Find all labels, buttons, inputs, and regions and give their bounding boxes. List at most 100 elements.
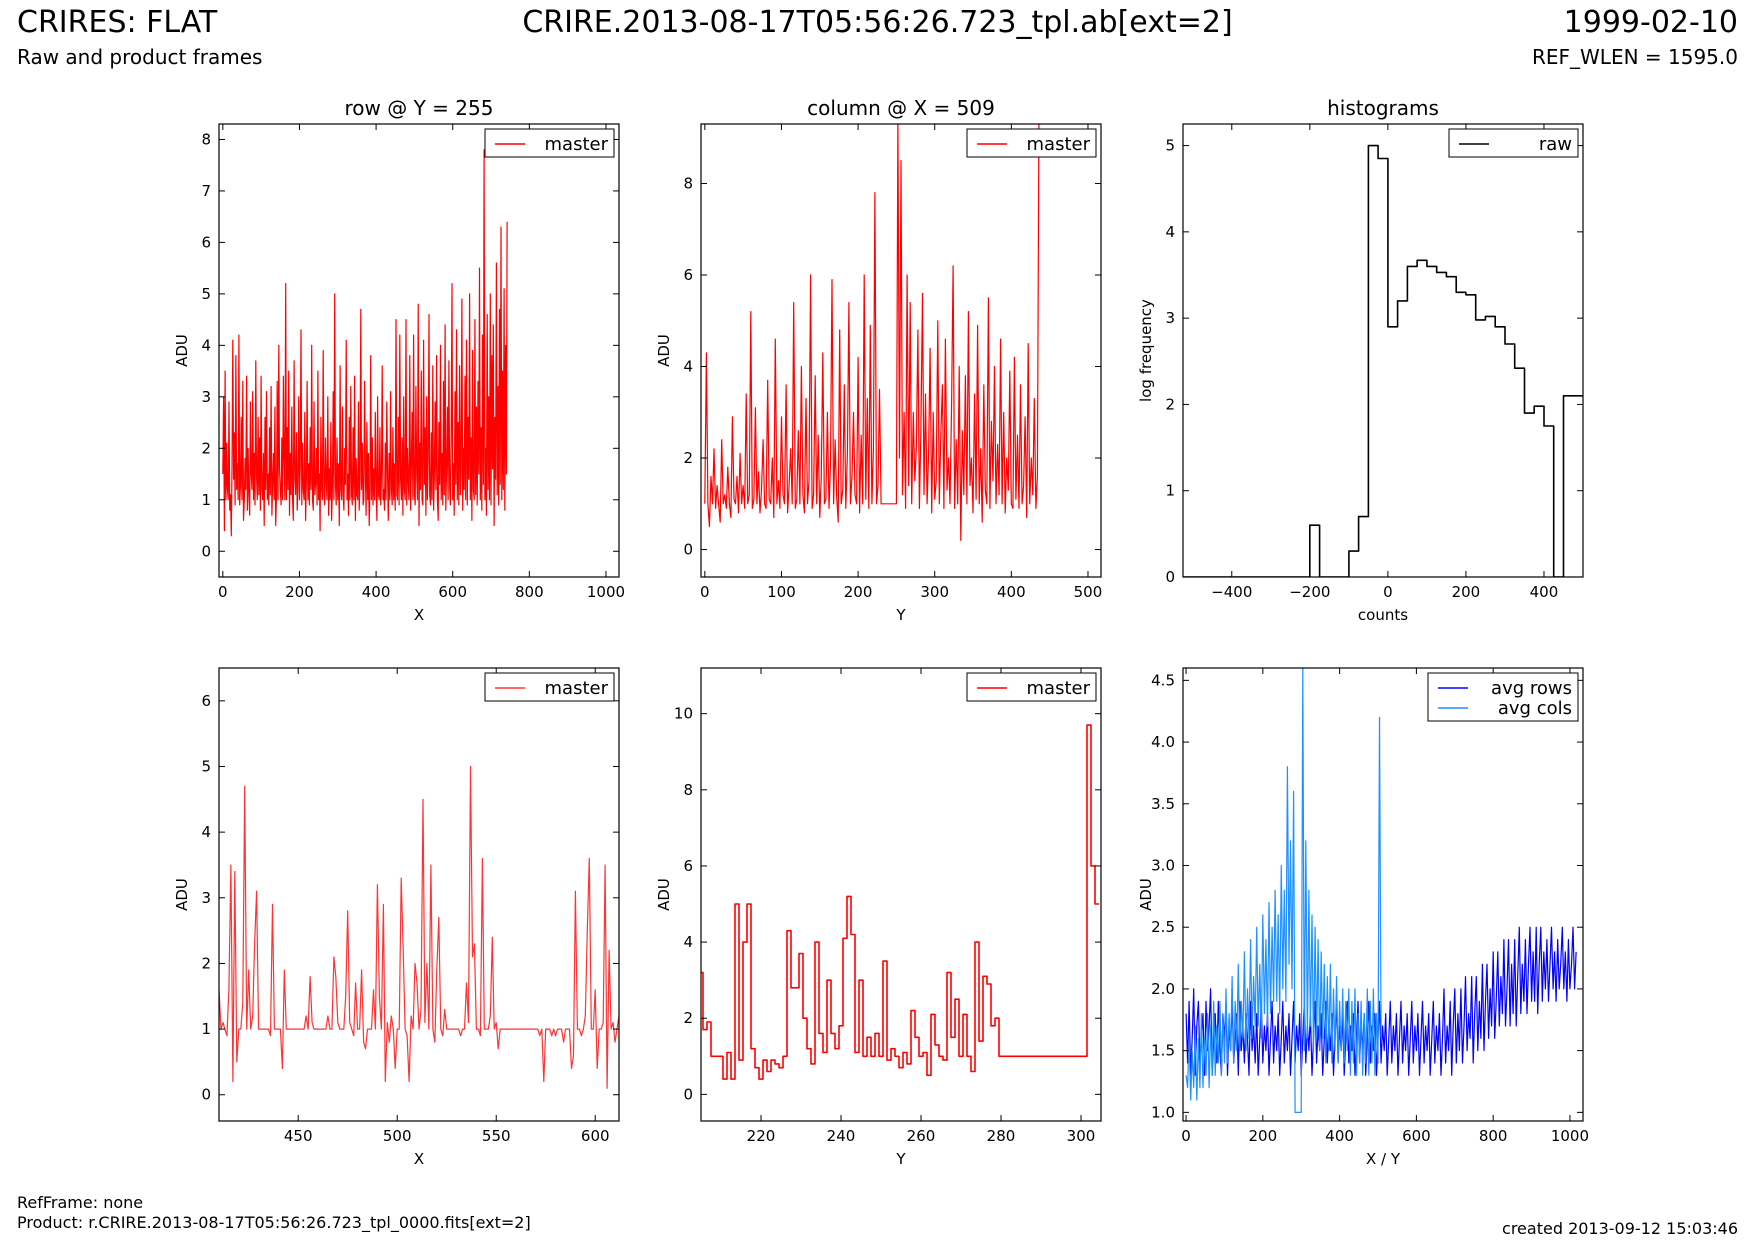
series-line-avg-rows	[1185, 926, 1577, 1076]
chart-title: row @ Y = 255	[345, 96, 494, 120]
y-tick-label: 4	[201, 336, 211, 354]
x-tick-label: 600	[581, 1127, 610, 1145]
axes-frame	[218, 667, 620, 1122]
y-tick-label: 2	[683, 1009, 693, 1027]
chart-title: histograms	[1327, 96, 1439, 120]
x-tick-label: 600	[1402, 1127, 1431, 1145]
y-tick-label: 6	[201, 233, 211, 251]
x-tick-label: 200	[285, 583, 314, 601]
x-tick-label: 300	[920, 583, 949, 601]
x-tick-label: 400	[1325, 1127, 1354, 1145]
y-tick-label: 3	[1165, 309, 1175, 327]
y-tick-label: 5	[201, 285, 211, 303]
y-tick-label: 8	[201, 130, 211, 148]
x-tick-label: 0	[1383, 583, 1393, 601]
y-tick-label: 0	[201, 1086, 211, 1104]
y-tick-label: 2	[683, 449, 693, 467]
x-tick-label: 260	[907, 1127, 936, 1145]
chart-3: −400 −200 0 200 400 0 1 2 3 4 5 histograms counts log…	[1137, 96, 1584, 624]
ref-wlen-label: REF_WLEN = 1595.0	[1531, 45, 1738, 69]
y-tick-label: 8	[683, 781, 693, 799]
legend: raw	[1448, 128, 1579, 158]
axes-frame	[218, 123, 620, 578]
created-label: created 2013-09-12 15:03:46	[1502, 1219, 1738, 1238]
y-tick-label: 0	[683, 541, 693, 559]
legend-label: master	[545, 678, 609, 699]
x-tick-label: 0	[1181, 1127, 1191, 1145]
y-tick-label: 4	[683, 933, 693, 951]
plot-area	[219, 765, 619, 1089]
x-tick-label: −400	[1211, 583, 1252, 601]
date-label: 1999-02-10	[1563, 5, 1738, 40]
y-tick-label: 6	[683, 266, 693, 284]
chart-1: 0 200 400 600 800 1000 0 1 2 3 4 5 6 7 8 row @ Y = 255 X…	[173, 96, 625, 624]
y-tick-label: 0	[683, 1085, 693, 1103]
legend-label: avg cols	[1498, 698, 1572, 719]
y-tick-label: 10	[674, 705, 693, 723]
chart-4: 450 500 550 600 0 1 2 3 4 5 6 X ADU master	[173, 667, 620, 1168]
series-line-master	[704, 124, 1040, 541]
x-tick-label: 0	[218, 583, 228, 601]
x-tick-label: 800	[1479, 1127, 1508, 1145]
y-tick-label: 4	[683, 358, 693, 376]
y-axis-label: ADU	[173, 334, 191, 367]
y-tick-label: 3.0	[1151, 856, 1175, 874]
x-tick-label: 100	[767, 583, 796, 601]
y-tick-label: 4.5	[1151, 671, 1175, 689]
chart-5: 220 240 260 280 300 0 2 4 6 8 10 Y ADU master	[655, 667, 1102, 1168]
y-tick-label: 3	[201, 889, 211, 907]
x-tick-label: 220	[747, 1127, 776, 1145]
plot-area	[1183, 144, 1583, 577]
y-tick-label: 7	[201, 182, 211, 200]
x-axis-label: Y	[895, 1150, 906, 1168]
y-axis-label: ADU	[655, 878, 673, 911]
series-line-master	[701, 724, 1099, 1080]
legend-label: raw	[1539, 134, 1572, 155]
axes-frame	[700, 123, 1102, 578]
legend-box	[484, 128, 615, 158]
series-line-master	[222, 149, 508, 537]
y-axis-label: ADU	[173, 878, 191, 911]
x-tick-label: 240	[827, 1127, 856, 1145]
legend-label: avg rows	[1491, 678, 1572, 699]
y-tick-label: 1	[1165, 482, 1175, 500]
x-tick-label: 550	[482, 1127, 511, 1145]
series-line-master	[219, 765, 619, 1089]
x-axis-label: Y	[895, 606, 906, 624]
plot-area	[701, 724, 1099, 1080]
legend-label: master	[545, 134, 609, 155]
legend-box	[966, 128, 1097, 158]
axes-frame	[700, 667, 1102, 1122]
legend: master	[966, 672, 1097, 702]
y-tick-label: 1	[201, 491, 211, 509]
y-tick-label: 3.5	[1151, 795, 1175, 813]
y-tick-label: 1.0	[1151, 1103, 1175, 1121]
x-tick-label: 450	[284, 1127, 313, 1145]
y-tick-label: 4.0	[1151, 733, 1175, 751]
chart-title: column @ X = 509	[807, 96, 995, 120]
y-tick-label: 5	[1165, 137, 1175, 155]
y-tick-label: 5	[201, 757, 211, 775]
y-tick-label: 1.5	[1151, 1042, 1175, 1060]
y-tick-label: 0	[1165, 568, 1175, 586]
plot-area	[1185, 668, 1577, 1113]
x-tick-label: 200	[1249, 1127, 1278, 1145]
legend: master	[484, 128, 615, 158]
legend-box	[1427, 672, 1579, 722]
x-axis-label: counts	[1358, 606, 1408, 624]
page-title: CRIRES: FLAT	[17, 5, 218, 40]
plot-area	[222, 149, 508, 537]
x-tick-label: 400	[362, 583, 391, 601]
x-tick-label: 600	[438, 583, 467, 601]
plot-area	[704, 124, 1040, 541]
y-tick-label: 4	[1165, 223, 1175, 241]
x-tick-label: 300	[1067, 1127, 1096, 1145]
x-tick-label: 400	[1530, 583, 1559, 601]
x-tick-label: 200	[844, 583, 873, 601]
series-line-raw	[1183, 144, 1583, 577]
y-tick-label: 1	[201, 1020, 211, 1038]
y-axis-label: log frequency	[1137, 299, 1155, 402]
x-axis-label: X / Y	[1366, 1150, 1401, 1168]
